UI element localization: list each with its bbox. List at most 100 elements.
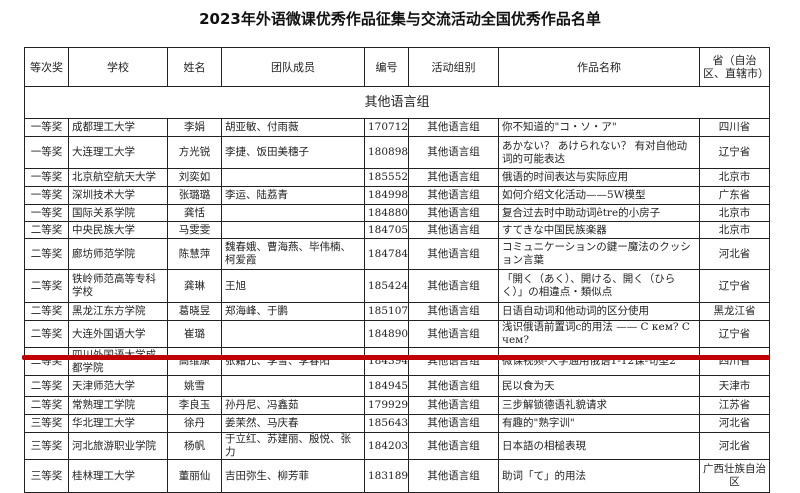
- cell-group: 其他语言组: [408, 347, 499, 376]
- table-row: 一等奖 成都理工大学 李娟 胡亚敏、付雨薇 170712 其他语言组 你不知道的"コ・ソ・ア…: [24, 118, 770, 137]
- cell-award: 二等奖: [24, 238, 69, 270]
- cell-team: 李运、陆荔青: [221, 186, 365, 205]
- cell-id: 183189: [364, 459, 409, 493]
- cell-group: 其他语言组: [408, 459, 499, 493]
- header-name: 姓名: [167, 47, 222, 87]
- cell-province: 广东省: [699, 186, 770, 205]
- cell-province: 辽宁省: [699, 320, 770, 348]
- cell-work: 微课视频-大学通用俄语1-12课-句型2: [498, 347, 700, 376]
- table-row: 三等奖 华北理工大学 徐丹 姜茉然、马庆春 185643 其他语言组 有趣的"熟字训" 河北省: [24, 414, 770, 433]
- cell-id: 185552: [364, 168, 409, 187]
- group-label: 其他语言组: [24, 86, 770, 119]
- cell-province: 河北省: [699, 432, 770, 460]
- page-title: 2023年外语微课优秀作品征集与交流活动全国优秀作品名单: [199, 10, 601, 28]
- cell-award: 三等奖: [24, 414, 69, 433]
- cell-award: 二等奖: [24, 375, 69, 397]
- cell-award: 一等奖: [24, 186, 69, 205]
- cell-id: 184705: [364, 221, 409, 239]
- cell-id: 184784: [364, 238, 409, 270]
- table-row: 二等奖 常熟理工学院 李良玉 孙丹尼、冯鑫茹 179929 其他语言组 三步解锁德语礼貌请求…: [24, 396, 770, 415]
- header-award: 等次奖: [24, 47, 69, 87]
- cell-id: 184945: [364, 375, 409, 397]
- cell-school: 四川外国语大学成都学院: [68, 347, 168, 376]
- cell-award: 二等奖: [24, 347, 69, 376]
- cell-team: 于立红、苏建丽、殷悦、张力: [221, 432, 365, 460]
- cell-id: 185424: [364, 269, 409, 303]
- table-row: 二等奖 铁岭师范高等专科学校 龚琳 王旭 185424 其他语言组 「開く（あく）、開ける、…: [24, 269, 770, 303]
- header-work: 作品名称: [498, 47, 700, 87]
- cell-name: 高维康: [167, 347, 222, 376]
- cell-province: 黑龙江省: [699, 302, 770, 321]
- cell-group: 其他语言组: [408, 414, 499, 433]
- table-row: 二等奖 大连外国语大学 崔璐 184890 其他语言组 浅识俄语前置词c的用法 —— C …: [24, 320, 770, 348]
- cell-award: 一等奖: [24, 136, 69, 169]
- cell-work: 你不知道的"コ・ソ・ア": [498, 118, 700, 137]
- table-row: 二等奖 中央民族大学 马雯雯 184705 其他语言组 すてきな中国民族楽器 北京市: [24, 221, 770, 239]
- cell-id: 185107: [364, 302, 409, 321]
- cell-team: 张籍元、李雪、李春阳: [221, 347, 365, 376]
- header-row: 等次奖 学校 姓名 团队成员 编号 活动组别 作品名称 省（自治区、直辖市）: [24, 47, 770, 87]
- cell-work: 日本語の相槌表現: [498, 432, 700, 460]
- cell-school: 常熟理工学院: [68, 396, 168, 415]
- cell-name: 陈慧萍: [167, 238, 222, 270]
- header-province: 省（自治区、直辖市）: [699, 47, 770, 87]
- cell-team: 胡亚敏、付雨薇: [221, 118, 365, 137]
- cell-award: 一等奖: [24, 204, 69, 222]
- cell-group: 其他语言组: [408, 221, 499, 239]
- cell-name: 方光锐: [167, 136, 222, 169]
- cell-name: 李娟: [167, 118, 222, 137]
- cell-group: 其他语言组: [408, 186, 499, 205]
- cell-id: 184203: [364, 432, 409, 460]
- table-row: 二等奖四川外国语大学成都学院高维康张籍元、李雪、李春阳184394其他语言组微课…: [24, 347, 770, 376]
- cell-id: 179929: [364, 396, 409, 415]
- cell-school: 大连理工大学: [68, 136, 168, 169]
- cell-school: 深圳技术大学: [68, 186, 168, 205]
- cell-province: 北京市: [699, 221, 770, 239]
- table-row: 二等奖 天津师范大学 姚雪 184945 其他语言组 民以食为天 天津市: [24, 375, 770, 397]
- cell-province: 四川省: [699, 347, 770, 376]
- cell-province: 河北省: [699, 414, 770, 433]
- cell-school: 大连外国语大学: [68, 320, 168, 348]
- cell-school: 华北理工大学: [68, 414, 168, 433]
- cell-name: 马雯雯: [167, 221, 222, 239]
- table-row: 一等奖 北京航空航天大学 刘奕如 185552 其他语言组 俄语的时间表达与实际应用 北京市: [24, 168, 770, 187]
- cell-team: 魏春娥、曹海燕、毕伟楠、柯爱霞: [221, 238, 365, 270]
- cell-team: [221, 320, 365, 348]
- cell-school: 桂林理工大学: [68, 459, 168, 493]
- cell-name: 徐丹: [167, 414, 222, 433]
- cell-group: 其他语言组: [408, 375, 499, 397]
- cell-work: あかない？ あけられない？ 有对自他动词的可能表达: [498, 136, 700, 169]
- cell-team: 李捷、饭田美穗子: [221, 136, 365, 169]
- cell-province: 四川省: [699, 118, 770, 137]
- table-row: 一等奖 深圳技术大学 张璐璐 李运、陆荔青 184998 其他语言组 如何介绍文化活动——5…: [24, 186, 770, 205]
- header-id: 编号: [364, 47, 409, 87]
- cell-team: [221, 375, 365, 397]
- cell-school: 河北旅游职业学院: [68, 432, 168, 460]
- cell-id: 184998: [364, 186, 409, 205]
- cell-team: 姜茉然、马庆春: [221, 414, 365, 433]
- table-row: 二等奖 廊坊师范学院 陈慧萍 魏春娥、曹海燕、毕伟楠、柯爱霞 184784 其他语言组 コミ…: [24, 238, 770, 270]
- cell-school: 廊坊师范学院: [68, 238, 168, 270]
- cell-id: 184890: [364, 320, 409, 348]
- cell-award: 一等奖: [24, 168, 69, 187]
- cell-province: 天津市: [699, 375, 770, 397]
- cell-team: 吉田弥生、柳芳菲: [221, 459, 365, 493]
- cell-work: 有趣的"熟字训": [498, 414, 700, 433]
- cell-name: 杨帆: [167, 432, 222, 460]
- cell-team: 孙丹尼、冯鑫茹: [221, 396, 365, 415]
- cell-team: [221, 204, 365, 222]
- cell-id: 185643: [364, 414, 409, 433]
- cell-award: 二等奖: [24, 269, 69, 303]
- cell-group: 其他语言组: [408, 168, 499, 187]
- cell-id: 184394: [364, 347, 409, 376]
- header-group: 活动组别: [408, 47, 499, 87]
- cell-group: 其他语言组: [408, 396, 499, 415]
- table-row: 三等奖 河北旅游职业学院 杨帆 于立红、苏建丽、殷悦、张力 184203 其他语言组 日本語…: [24, 432, 770, 460]
- cell-id: 170712: [364, 118, 409, 137]
- cell-name: 崔璐: [167, 320, 222, 348]
- red-underline-mark: [22, 355, 770, 360]
- cell-team: 郑海峰、于鹏: [221, 302, 365, 321]
- cell-province: 江苏省: [699, 396, 770, 415]
- cell-school: 成都理工大学: [68, 118, 168, 137]
- cell-work: 浅识俄语前置词c的用法 —— C кем? C чем?: [498, 320, 700, 348]
